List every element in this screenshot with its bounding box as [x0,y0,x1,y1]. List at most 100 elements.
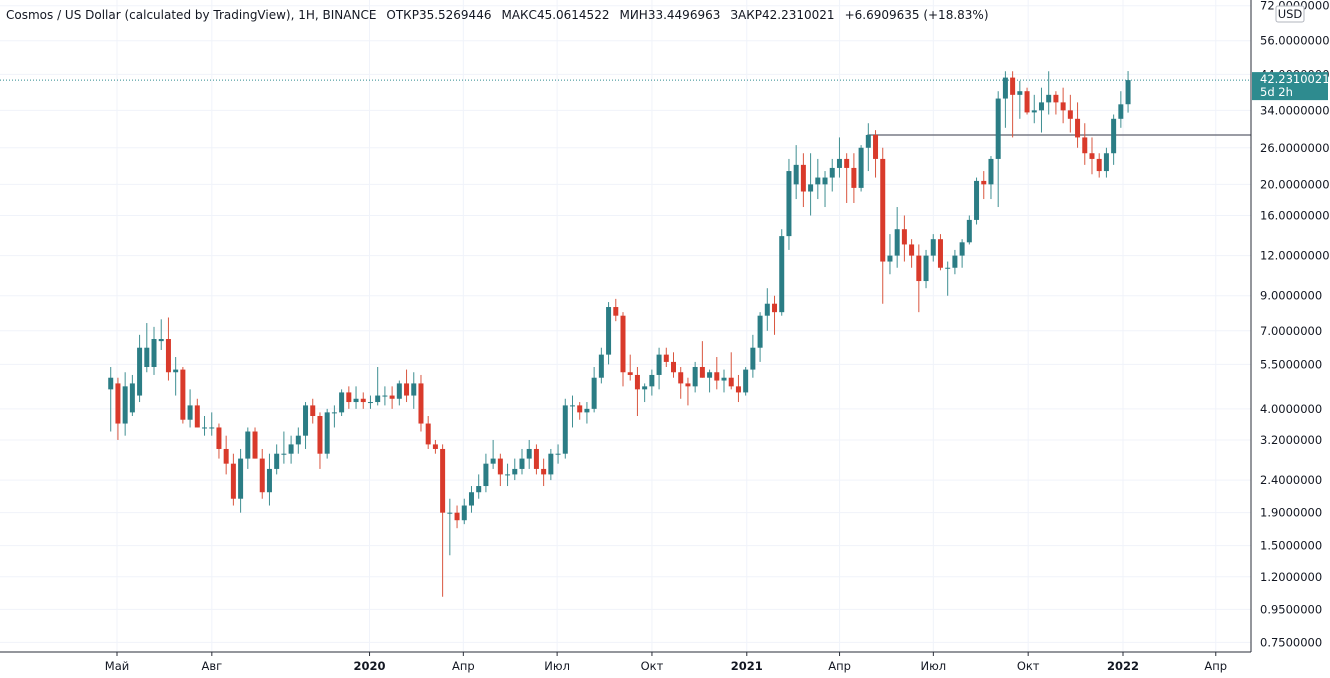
candle[interactable] [836,137,842,178]
candle[interactable] [367,395,373,409]
candle[interactable] [555,444,561,464]
candle[interactable] [663,347,669,367]
candle[interactable] [295,427,301,454]
candle[interactable] [735,374,741,403]
candle[interactable] [144,323,150,373]
candle[interactable] [577,402,583,420]
candle[interactable] [772,295,778,335]
candle[interactable] [959,239,965,268]
candle[interactable] [988,156,994,200]
candle[interactable] [634,366,640,417]
candle[interactable] [598,347,604,384]
candle[interactable] [346,386,352,409]
candle[interactable] [952,249,958,275]
candle[interactable] [562,398,568,459]
candle[interactable] [252,427,258,459]
candle[interactable] [122,372,128,436]
candle[interactable] [108,366,114,432]
candle[interactable] [865,123,871,172]
candle[interactable] [844,153,850,203]
candle[interactable] [418,374,424,432]
candle[interactable] [1075,102,1081,148]
candle[interactable] [1053,91,1059,115]
candle[interactable] [216,423,222,459]
candle[interactable] [526,439,532,469]
candle[interactable] [165,317,171,381]
candle[interactable] [483,453,489,493]
candle[interactable] [548,448,554,481]
candle[interactable] [1038,87,1044,133]
time-scale[interactable]: Май Авг 2020 Апр Июл Окт 2021 Апр Июл Окт 2022 Апр [0,651,1251,673]
candle[interactable] [447,498,453,556]
candle[interactable] [411,372,417,409]
candle[interactable] [721,369,727,393]
candle[interactable] [497,453,503,487]
candle[interactable] [310,398,316,424]
candle[interactable] [1046,71,1052,115]
candle[interactable] [375,366,381,406]
candle[interactable] [678,366,684,399]
candle[interactable] [692,361,698,393]
candle[interactable] [115,377,121,440]
candles[interactable] [108,71,1131,597]
candle[interactable] [974,177,980,225]
candle[interactable] [1103,147,1109,178]
candle[interactable] [887,234,893,275]
candle[interactable] [649,369,655,396]
candle[interactable] [1125,71,1131,113]
candle[interactable] [245,427,251,469]
candle[interactable] [533,444,539,475]
candle[interactable] [671,352,677,378]
candle[interactable] [209,412,215,436]
candle[interactable] [916,244,922,313]
candle[interactable] [317,412,323,469]
candle[interactable] [389,386,395,409]
candle[interactable] [238,448,244,513]
candle[interactable] [569,395,575,428]
candle[interactable] [822,171,828,208]
candle[interactable] [591,366,597,413]
candle[interactable] [981,171,987,200]
candle[interactable] [851,153,857,203]
candle[interactable] [930,234,936,262]
candle[interactable] [714,357,720,390]
candle[interactable] [129,374,135,417]
candle[interactable] [353,386,359,409]
candle[interactable] [1089,137,1095,175]
candle[interactable] [894,207,900,268]
candle[interactable] [880,147,886,304]
currency-badge[interactable]: USD [1275,5,1305,23]
candle[interactable] [786,158,792,250]
candle[interactable] [728,352,734,390]
candle[interactable] [995,91,1001,208]
candle[interactable] [461,498,467,525]
candle[interactable] [1010,71,1016,138]
candle[interactable] [1002,71,1008,128]
candle[interactable] [923,249,929,289]
candle[interactable] [1118,91,1124,128]
candle[interactable] [180,366,186,424]
candle[interactable] [468,486,474,513]
candle[interactable] [757,312,763,362]
candle[interactable] [613,298,619,322]
candle[interactable] [490,439,496,469]
candle[interactable] [519,448,525,475]
candle[interactable] [743,366,749,396]
candle[interactable] [432,439,438,454]
symbol-legend[interactable]: Cosmos / US Dollar (calculated by Tradin… [6,8,989,22]
candle[interactable] [1017,80,1023,119]
candle[interactable] [259,448,265,499]
candle[interactable] [274,444,280,475]
candle[interactable] [512,458,518,481]
candle[interactable] [339,389,345,417]
candle[interactable] [1060,87,1066,124]
candle[interactable] [858,145,864,192]
candle[interactable] [750,334,756,378]
candle[interactable] [1096,153,1102,178]
candle[interactable] [642,383,648,403]
candle[interactable] [793,145,799,200]
candle[interactable] [685,377,691,406]
candle[interactable] [505,463,511,487]
candle[interactable] [800,153,806,208]
